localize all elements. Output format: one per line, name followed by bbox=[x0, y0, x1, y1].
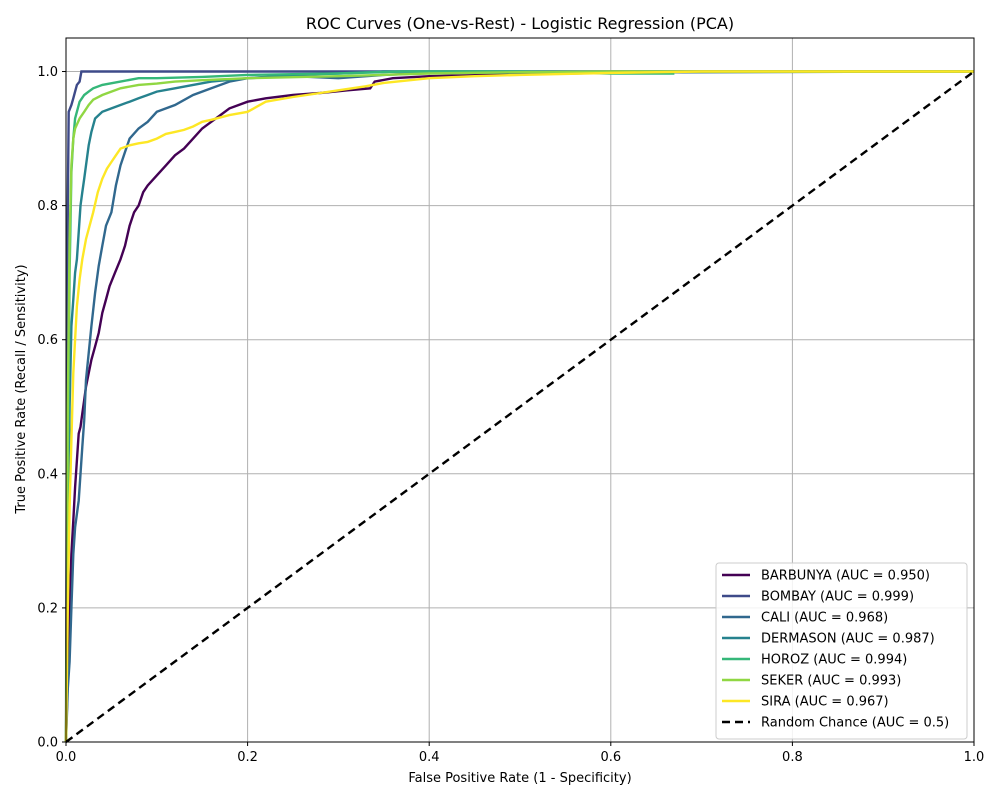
series-line-3 bbox=[64, 70, 974, 743]
legend-entry-label: SIRA (AUC = 0.967) bbox=[761, 695, 889, 710]
y-tick-label: 1.0 bbox=[37, 65, 58, 80]
series-line-7 bbox=[65, 70, 975, 743]
plot-area-frame bbox=[65, 37, 975, 743]
legend-entry-label: SEKER (AUC = 0.993) bbox=[761, 674, 901, 689]
legend-entry-label: CALI (AUC = 0.968) bbox=[761, 611, 888, 626]
x-tick-label: 0.8 bbox=[782, 750, 803, 765]
chart-title: ROC Curves (One-vs-Rest) - Logistic Regr… bbox=[306, 14, 734, 33]
series-line-0 bbox=[64, 70, 974, 743]
y-axis-ticks: 0.0 0.2 0.4 0.6 0.8 1.0 bbox=[37, 65, 66, 751]
legend-entry-label: BOMBAY (AUC = 0.999) bbox=[761, 590, 914, 605]
y-axis-label: True Positive Rate (Recall / Sensitivity… bbox=[14, 264, 29, 514]
legend-entry-label: HOROZ (AUC = 0.994) bbox=[761, 653, 907, 668]
x-axis-label: False Positive Rate (1 - Specificity) bbox=[408, 771, 631, 786]
y-tick-label: 0.2 bbox=[37, 601, 58, 616]
x-tick-label: 1.0 bbox=[964, 750, 985, 765]
legend-entry-label: DERMASON (AUC = 0.987) bbox=[761, 632, 935, 647]
legend-entry-label: BARBUNYA (AUC = 0.950) bbox=[761, 569, 930, 584]
x-tick-label: 0.2 bbox=[237, 750, 258, 765]
legend-entry-label: Random Chance (AUC = 0.5) bbox=[761, 716, 949, 731]
series-line-2 bbox=[64, 70, 975, 743]
x-axis-ticks: 0.0 0.2 0.4 0.6 0.8 1.0 bbox=[56, 742, 985, 765]
y-tick-label: 0.8 bbox=[37, 199, 58, 214]
x-tick-label: 0.0 bbox=[56, 750, 77, 765]
y-tick-label: 0.4 bbox=[37, 467, 58, 482]
series-layer bbox=[64, 70, 975, 743]
x-tick-label: 0.6 bbox=[600, 750, 621, 765]
y-tick-label: 0.0 bbox=[37, 736, 58, 751]
legend: BARBUNYA (AUC = 0.950) BOMBAY (AUC = 0.99… bbox=[715, 562, 968, 740]
x-tick-label: 0.4 bbox=[419, 750, 440, 765]
y-tick-label: 0.6 bbox=[37, 333, 58, 348]
series-line-1 bbox=[64, 70, 974, 743]
legend-box bbox=[715, 562, 968, 740]
series-line-6 bbox=[64, 70, 974, 743]
series-line-5 bbox=[64, 70, 974, 743]
series-line-4 bbox=[64, 70, 675, 743]
